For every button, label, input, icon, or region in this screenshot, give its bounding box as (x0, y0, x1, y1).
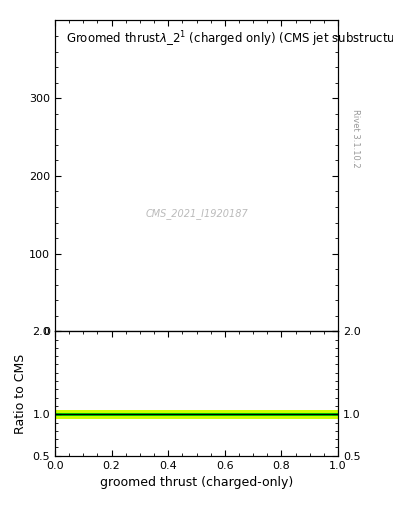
Text: Rivet 3.1.10.2: Rivet 3.1.10.2 (351, 109, 360, 167)
Text: CMS_2021_I1920187: CMS_2021_I1920187 (145, 208, 248, 219)
Text: Groomed thrust$\lambda\_2^1$ (charged only) (CMS jet substructure): Groomed thrust$\lambda\_2^1$ (charged on… (66, 30, 393, 49)
Y-axis label: Ratio to CMS: Ratio to CMS (14, 353, 27, 434)
X-axis label: groomed thrust (charged-only): groomed thrust (charged-only) (100, 476, 293, 489)
